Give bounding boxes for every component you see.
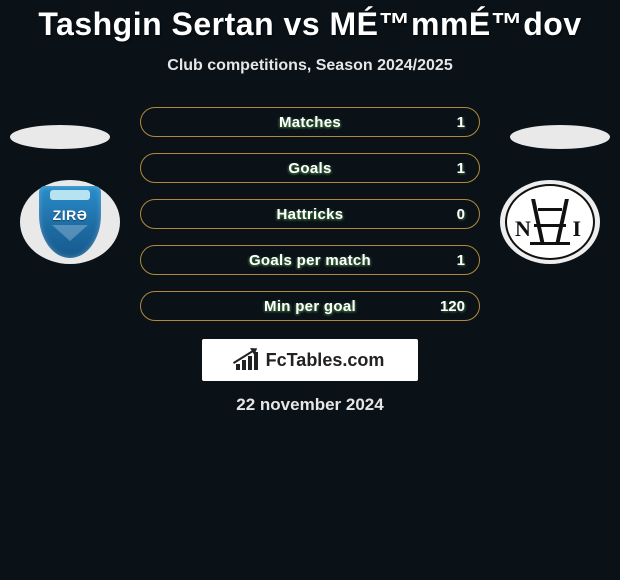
stat-row-goals: Goals 1: [140, 153, 480, 183]
team-badge-right: N I: [500, 180, 600, 264]
bar-chart-icon: [236, 350, 260, 370]
badge-left-bg: ZIRƏ: [20, 180, 120, 264]
stat-label: Goals: [288, 160, 331, 177]
stat-row-mpg: Min per goal 120: [140, 291, 480, 321]
team-left-name: ZIRƏ: [53, 207, 88, 223]
stat-value-right: 1: [457, 160, 465, 177]
page-title: Tashgin Sertan vs MÉ™mmÉ™dov: [0, 6, 620, 43]
date-label: 22 november 2024: [0, 395, 620, 415]
brand-box[interactable]: FcTables.com: [202, 339, 418, 381]
stat-label: Goals per match: [249, 252, 371, 269]
badge-letter-i: I: [572, 216, 581, 242]
stat-row-hattricks: Hattricks 0: [140, 199, 480, 229]
player-oval-right: [510, 125, 610, 149]
subtitle: Club competitions, Season 2024/2025: [0, 57, 620, 75]
stat-label: Matches: [279, 114, 341, 131]
comparison-card: Tashgin Sertan vs MÉ™mmÉ™dov Club compet…: [0, 0, 620, 415]
stats-list: Matches 1 Goals 1 Hattricks 0 Goals per …: [140, 107, 480, 321]
stat-value-right: 120: [440, 298, 465, 315]
stat-value-right: 0: [457, 206, 465, 223]
zira-shield-icon: ZIRƏ: [39, 186, 101, 258]
player-oval-left: [10, 125, 110, 149]
neftchi-badge-icon: N I: [505, 184, 595, 260]
team-badge-left: ZIRƏ: [20, 180, 120, 264]
badge-right-bg: N I: [500, 180, 600, 264]
brand-text: FcTables.com: [266, 350, 385, 371]
stat-value-right: 1: [457, 114, 465, 131]
stat-row-gpm: Goals per match 1: [140, 245, 480, 275]
stat-row-matches: Matches 1: [140, 107, 480, 137]
stat-label: Min per goal: [264, 298, 356, 315]
badge-letter-n: N: [515, 216, 531, 242]
oil-derrick-icon: [530, 199, 570, 245]
stat-value-right: 1: [457, 252, 465, 269]
stat-label: Hattricks: [277, 206, 344, 223]
